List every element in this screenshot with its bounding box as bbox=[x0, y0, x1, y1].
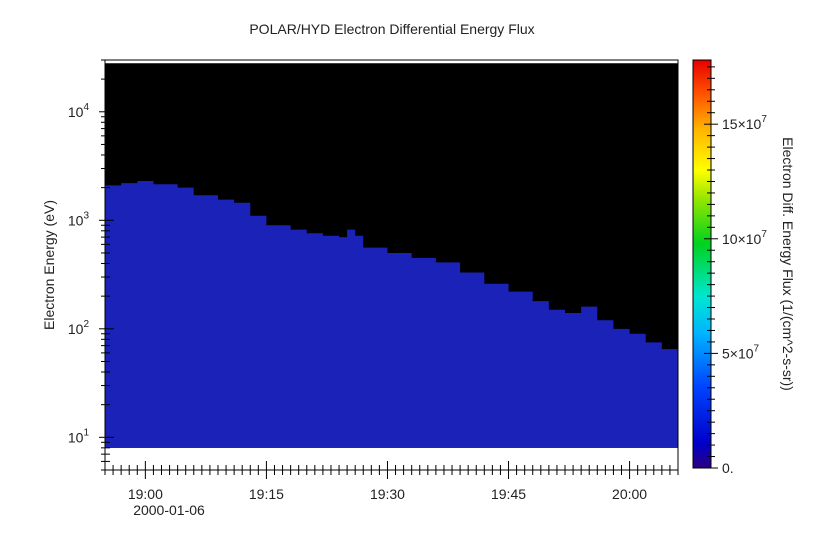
date-label: 2000-01-06 bbox=[133, 502, 205, 518]
x-tick-label: 19:15 bbox=[249, 486, 284, 502]
spectrogram-image bbox=[105, 63, 678, 448]
colorbar bbox=[692, 59, 712, 469]
colorbar-tick-label: 15×107 bbox=[722, 114, 767, 132]
x-tick-label: 19:00 bbox=[128, 486, 163, 502]
colorbar-axis: 0. 5×107 10×107 15×107 bbox=[704, 66, 767, 476]
plot-frame bbox=[104, 59, 679, 471]
chart-title: POLAR/HYD Electron Differential Energy F… bbox=[249, 21, 534, 37]
x-axis: 19:00 19:15 19:30 19:45 20:00 bbox=[104, 461, 679, 502]
electron-flux-region bbox=[105, 181, 678, 448]
colorbar-tick-label: 5×107 bbox=[722, 343, 760, 361]
x-tick-label: 19:45 bbox=[491, 486, 526, 502]
y-tick-label: 104 bbox=[68, 102, 90, 120]
colorbar-tick-label: 10×107 bbox=[722, 229, 767, 247]
colorbar-label: Electron Diff. Energy Flux (1/(cm^2-s-sr… bbox=[780, 137, 796, 391]
x-tick-label: 19:30 bbox=[370, 486, 405, 502]
y-tick-label: 102 bbox=[68, 319, 90, 337]
x-tick-label: 20:00 bbox=[612, 486, 647, 502]
colorbar-tick-label: 0. bbox=[722, 460, 734, 476]
y-tick-label: 103 bbox=[68, 210, 90, 228]
y-axis-label: Electron Energy (eV) bbox=[41, 200, 57, 330]
y-tick-label: 101 bbox=[68, 427, 90, 445]
